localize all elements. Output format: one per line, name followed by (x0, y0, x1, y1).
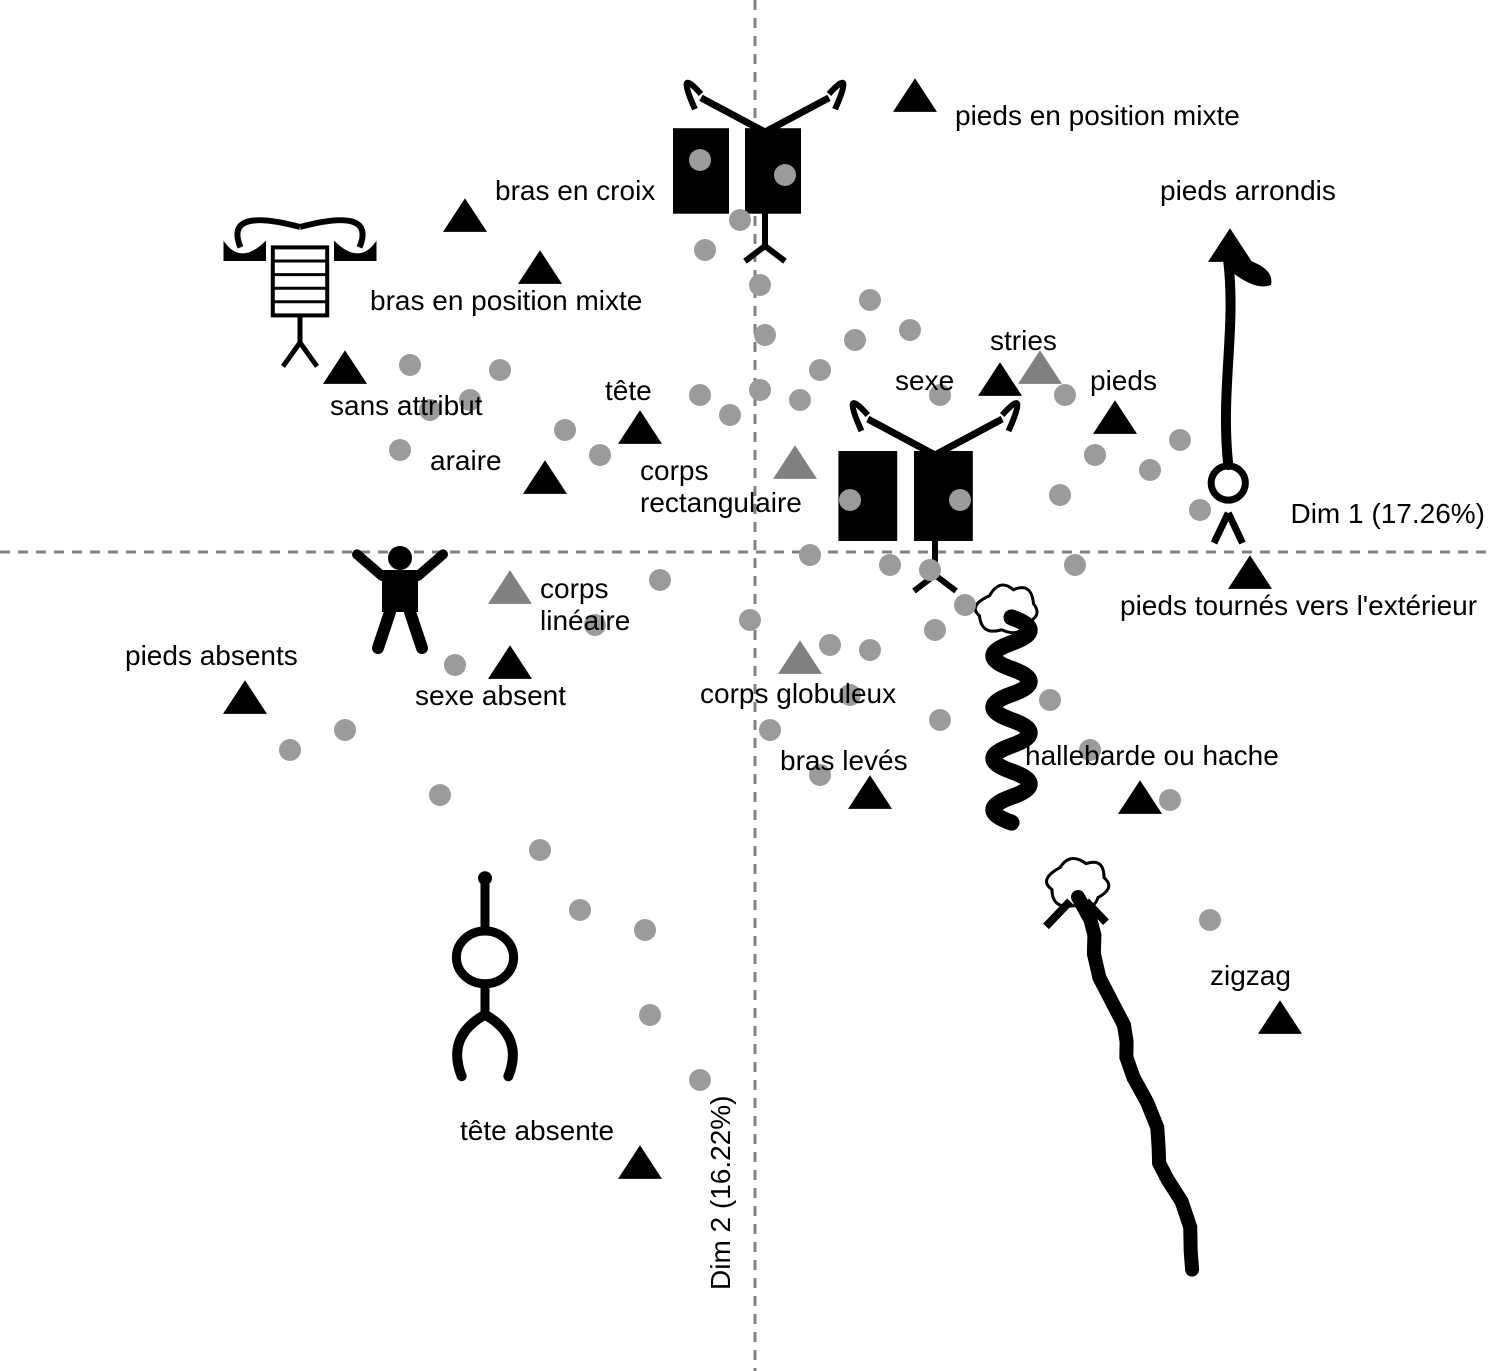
observation-dot (589, 444, 611, 466)
chart-svg: Dim 1 (17.26%) Dim 2 (16.22%) pieds en pos… (0, 0, 1492, 1371)
observation-dot (689, 149, 711, 171)
observation-dot (729, 209, 751, 231)
observation-dot (694, 239, 716, 261)
observation-dot (429, 784, 451, 806)
variable-label: corps (640, 455, 708, 486)
observation-dot (809, 359, 831, 381)
x-axis-label: Dim 1 (17.26%) (1290, 498, 1485, 529)
observation-dot (1139, 459, 1161, 481)
observation-dot (839, 489, 861, 511)
observation-dot (949, 489, 971, 511)
observation-dot (554, 419, 576, 441)
observation-dot (749, 379, 771, 401)
observation-dot (529, 839, 551, 861)
observation-dot (954, 594, 976, 616)
variable-label: corps (540, 573, 608, 604)
observation-dot (1169, 429, 1191, 451)
observation-dot (789, 389, 811, 411)
observation-dot (1049, 484, 1071, 506)
variable-label: bras en position mixte (370, 285, 642, 316)
observation-dot (799, 544, 821, 566)
observation-dot (924, 619, 946, 641)
observation-dot (749, 274, 771, 296)
variable-label-line2: linéaire (540, 605, 630, 636)
variable-label: tête absente (460, 1115, 614, 1146)
observation-dot (279, 739, 301, 761)
observation-dot (1084, 444, 1106, 466)
observation-dot (1064, 554, 1086, 576)
observation-dot (689, 1069, 711, 1091)
observation-dot (489, 359, 511, 381)
variable-label: sexe absent (415, 680, 566, 711)
observation-dot (1189, 499, 1211, 521)
variable-label: stries (990, 325, 1057, 356)
variable-label: pieds arrondis (1160, 175, 1336, 206)
variable-label: pieds en position mixte (955, 100, 1240, 131)
observation-dot (1054, 384, 1076, 406)
observation-dot (759, 719, 781, 741)
variable-label: hallebarde ou hache (1025, 740, 1279, 771)
observation-dot (774, 164, 796, 186)
variable-label: sans attribut (330, 390, 483, 421)
observation-dot (879, 554, 901, 576)
observation-dot (389, 439, 411, 461)
observation-dot (334, 719, 356, 741)
observation-dot (634, 919, 656, 941)
variable-label: pieds (1090, 365, 1157, 396)
observation-dot (569, 899, 591, 921)
observation-dot (399, 354, 421, 376)
observation-dot (819, 634, 841, 656)
variable-label: bras en croix (495, 175, 655, 206)
variable-label: tête (605, 375, 652, 406)
observation-dot (639, 1004, 661, 1026)
variable-label: pieds tournés vers l'extérieur (1120, 590, 1477, 621)
variable-label: araire (430, 445, 502, 476)
observation-dot (929, 709, 951, 731)
correspondence-scatter-plot: Dim 1 (17.26%) Dim 2 (16.22%) pieds en pos… (0, 0, 1492, 1371)
observation-dot (444, 654, 466, 676)
observation-dot (1199, 909, 1221, 931)
observation-dot (754, 324, 776, 346)
variable-label: corps globuleux (700, 678, 896, 709)
variable-label: pieds absents (125, 640, 298, 671)
variable-label-line2: rectangulaire (640, 487, 802, 518)
observation-dot (844, 329, 866, 351)
observation-dot (739, 609, 761, 631)
variable-label: zigzag (1210, 960, 1291, 991)
observation-dot (689, 384, 711, 406)
observation-dot (919, 559, 941, 581)
observation-dot (1039, 689, 1061, 711)
observation-dot (899, 319, 921, 341)
observation-dot (859, 639, 881, 661)
observation-dot (859, 289, 881, 311)
observation-dot (1159, 789, 1181, 811)
y-axis-label: Dim 2 (16.22%) (705, 1095, 736, 1290)
variable-label: bras levés (780, 745, 908, 776)
variable-label: sexe (895, 365, 954, 396)
observation-dot (649, 569, 671, 591)
observation-dot (719, 404, 741, 426)
